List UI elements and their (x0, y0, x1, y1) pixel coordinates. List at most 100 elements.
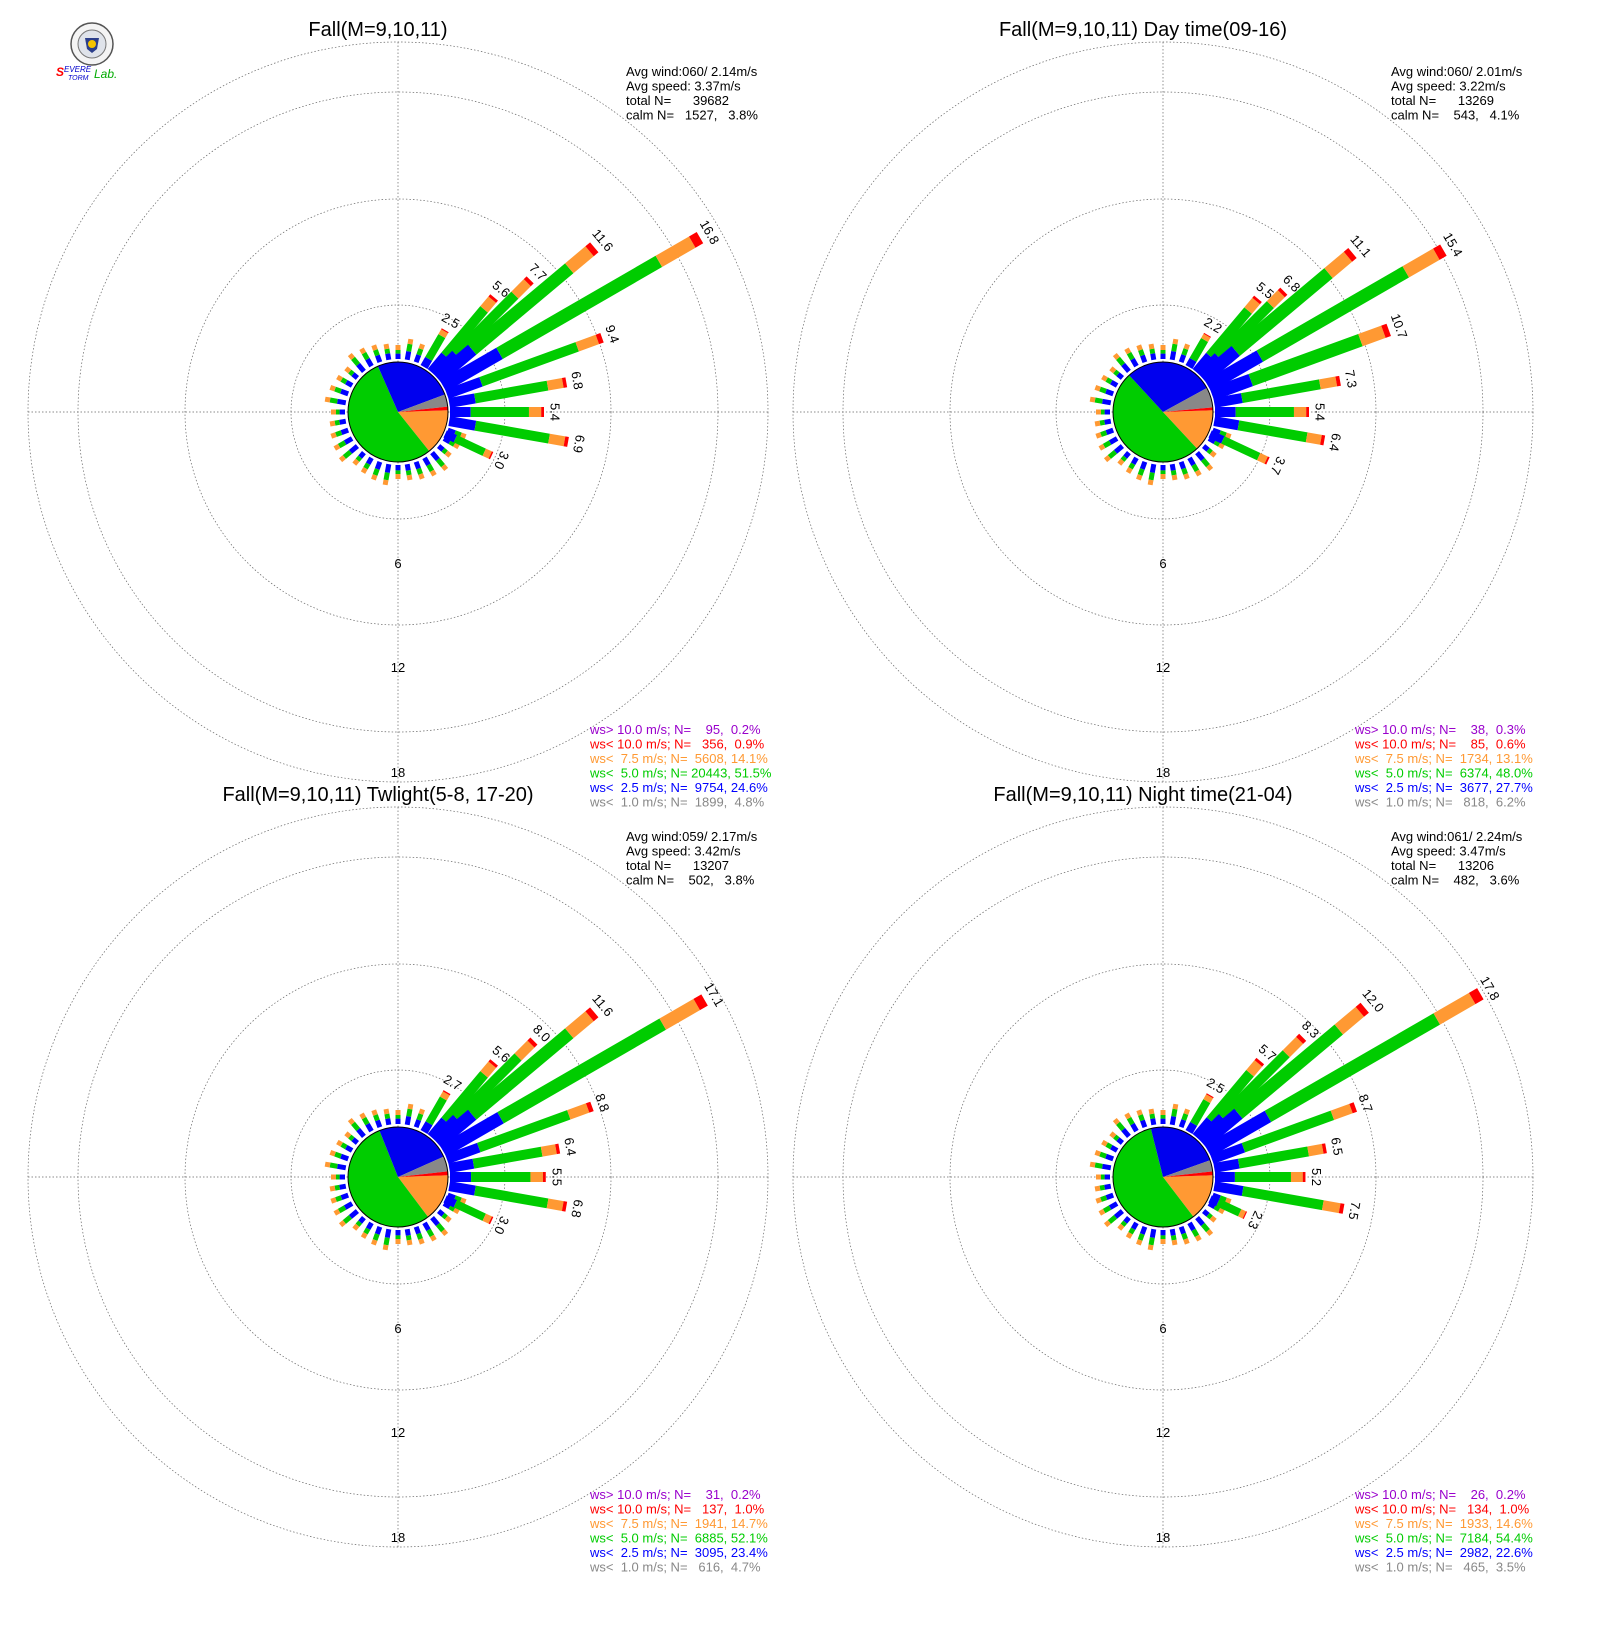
pie-wedge-lt5 (348, 366, 430, 462)
minor-spoke (1108, 436, 1119, 445)
minor-spoke (1137, 468, 1145, 476)
legend-entry: ws< 7.5 m/s; N= 5608, 14.1% (589, 751, 768, 766)
minor-spoke (1219, 1195, 1227, 1203)
minor-spoke (430, 1215, 440, 1227)
legend-entry: ws< 10.0 m/s; N= 134, 1.0% (1354, 1502, 1530, 1517)
minor-spoke (361, 351, 370, 361)
pie-wedge-lt2_5 (377, 362, 445, 412)
ring-label: 6 (1159, 1321, 1166, 1336)
minor-spoke (416, 348, 424, 356)
minor-spoke (373, 349, 380, 357)
minor-spoke (355, 455, 363, 462)
minor-spoke (1128, 1227, 1136, 1235)
minor-spoke (1116, 372, 1125, 380)
spoke-segment-lt5 (1234, 1024, 1344, 1119)
minor-spoke (352, 1223, 360, 1231)
minor-spoke (1095, 432, 1102, 439)
stats-line: calm N= 1527, 3.8% (626, 108, 758, 123)
minor-spoke (345, 1144, 354, 1153)
minor-spoke (454, 430, 462, 438)
minor-spoke (453, 1207, 460, 1215)
spoke-segment-lt5 (1206, 1070, 1254, 1124)
pie-wedge-lt5 (1113, 1128, 1194, 1227)
minor-spoke (1171, 343, 1178, 352)
minor-spoke (1178, 1119, 1187, 1129)
minor-spoke (1201, 1209, 1210, 1217)
minor-spoke (1181, 1113, 1189, 1121)
minor-spoke (348, 1209, 360, 1219)
spoke-segment-lt2_5 (420, 356, 433, 369)
minor-spoke (373, 1114, 380, 1122)
legend-entry: ws> 10.0 m/s; N= 31, 0.2% (589, 1487, 761, 1502)
spoke-segment-lt2_5 (443, 1195, 458, 1208)
minor-spoke (435, 457, 445, 468)
spoke-segment-lt10 (488, 451, 494, 460)
pie-wedge-calm (1163, 388, 1213, 412)
spoke-segment-lt5 (1206, 307, 1252, 360)
spoke-segment-lt7_5 (1244, 297, 1260, 314)
minor-spoke (1136, 1109, 1143, 1116)
spoke-segment-lt5 (1221, 436, 1261, 461)
minor-spoke (343, 1201, 354, 1210)
minor-spoke (338, 455, 346, 463)
minor-spoke (338, 1220, 346, 1228)
minor-spoke (1211, 427, 1221, 436)
minor-spoke (1116, 1137, 1125, 1145)
minor-spoke (324, 1161, 331, 1168)
legend-entry: ws< 7.5 m/s; N= 1941, 14.7% (589, 1516, 768, 1531)
spoke-segment-lt7_5 (655, 236, 696, 268)
ring-label: 12 (1156, 1425, 1170, 1440)
minor-spoke (460, 432, 467, 439)
spoke-segment-lt7_5 (480, 296, 497, 313)
spoke-segment-lt10 (441, 328, 449, 334)
legend-entry: ws< 1.0 m/s; N= 818, 6.2% (1354, 795, 1526, 810)
spoke-segment-lt5 (453, 1200, 486, 1221)
spoke-segment-lt5 (425, 334, 446, 361)
ring-label: 6 (394, 556, 401, 571)
minor-spoke (329, 1185, 336, 1192)
legend-entry: ws< 5.0 m/s; N= 7184, 54.4% (1354, 1531, 1533, 1546)
minor-spoke (1113, 444, 1125, 454)
minor-spoke (1138, 1114, 1145, 1122)
minor-spoke (413, 1225, 421, 1235)
minor-spoke (330, 432, 337, 439)
minor-spoke (1181, 467, 1188, 475)
panel-title: Fall(M=9,10,11) Twlight(5-8, 17-20) (222, 784, 533, 806)
minor-spoke (1139, 1225, 1148, 1235)
spoke-segment-lt5 (452, 291, 519, 358)
spoke-value-label: 6.9 (570, 434, 588, 454)
pie-wedge-lt10 (1163, 1171, 1213, 1177)
spoke-segment-lt10 (1381, 323, 1391, 338)
minor-spoke (360, 1232, 368, 1239)
stats-line: calm N= 502, 3.8% (626, 873, 755, 888)
minor-spoke (422, 456, 431, 467)
pie-wedge-calm (398, 1156, 448, 1177)
minor-spoke (416, 1232, 423, 1240)
spoke-segment-lt7_5 (1201, 333, 1211, 342)
minor-spoke (1171, 1239, 1178, 1246)
spoke-segment-lt10 (595, 333, 604, 345)
minor-spoke (1200, 457, 1210, 468)
spoke-segment-lt10 (693, 994, 708, 1011)
spoke-segment-lt5 (496, 255, 663, 359)
pie-wedge-lt7_5 (1163, 410, 1213, 449)
minor-spoke (1191, 463, 1200, 473)
spoke-segment-lt5 (441, 1071, 488, 1124)
spoke-segment-lt2_5 (433, 344, 477, 384)
minor-spoke (1124, 347, 1132, 355)
range-ring (184, 963, 612, 1391)
minor-spoke (442, 436, 451, 445)
minor-spoke (1121, 1127, 1131, 1139)
spoke-segment-lt7_5 (438, 329, 449, 339)
minor-spoke (406, 343, 413, 352)
spoke-segment-lt5 (1241, 379, 1321, 404)
legend-entry: ws< 2.5 m/s; N= 2982, 22.6% (1354, 1545, 1533, 1560)
minor-spoke (418, 473, 425, 480)
minor-spoke (1130, 357, 1139, 368)
minor-spoke (1195, 450, 1205, 462)
spoke-segment-lt10 (1254, 1057, 1265, 1067)
minor-spoke (359, 347, 367, 355)
pie-wedge-lt7_5 (398, 410, 448, 452)
minor-spoke (1137, 1233, 1145, 1241)
